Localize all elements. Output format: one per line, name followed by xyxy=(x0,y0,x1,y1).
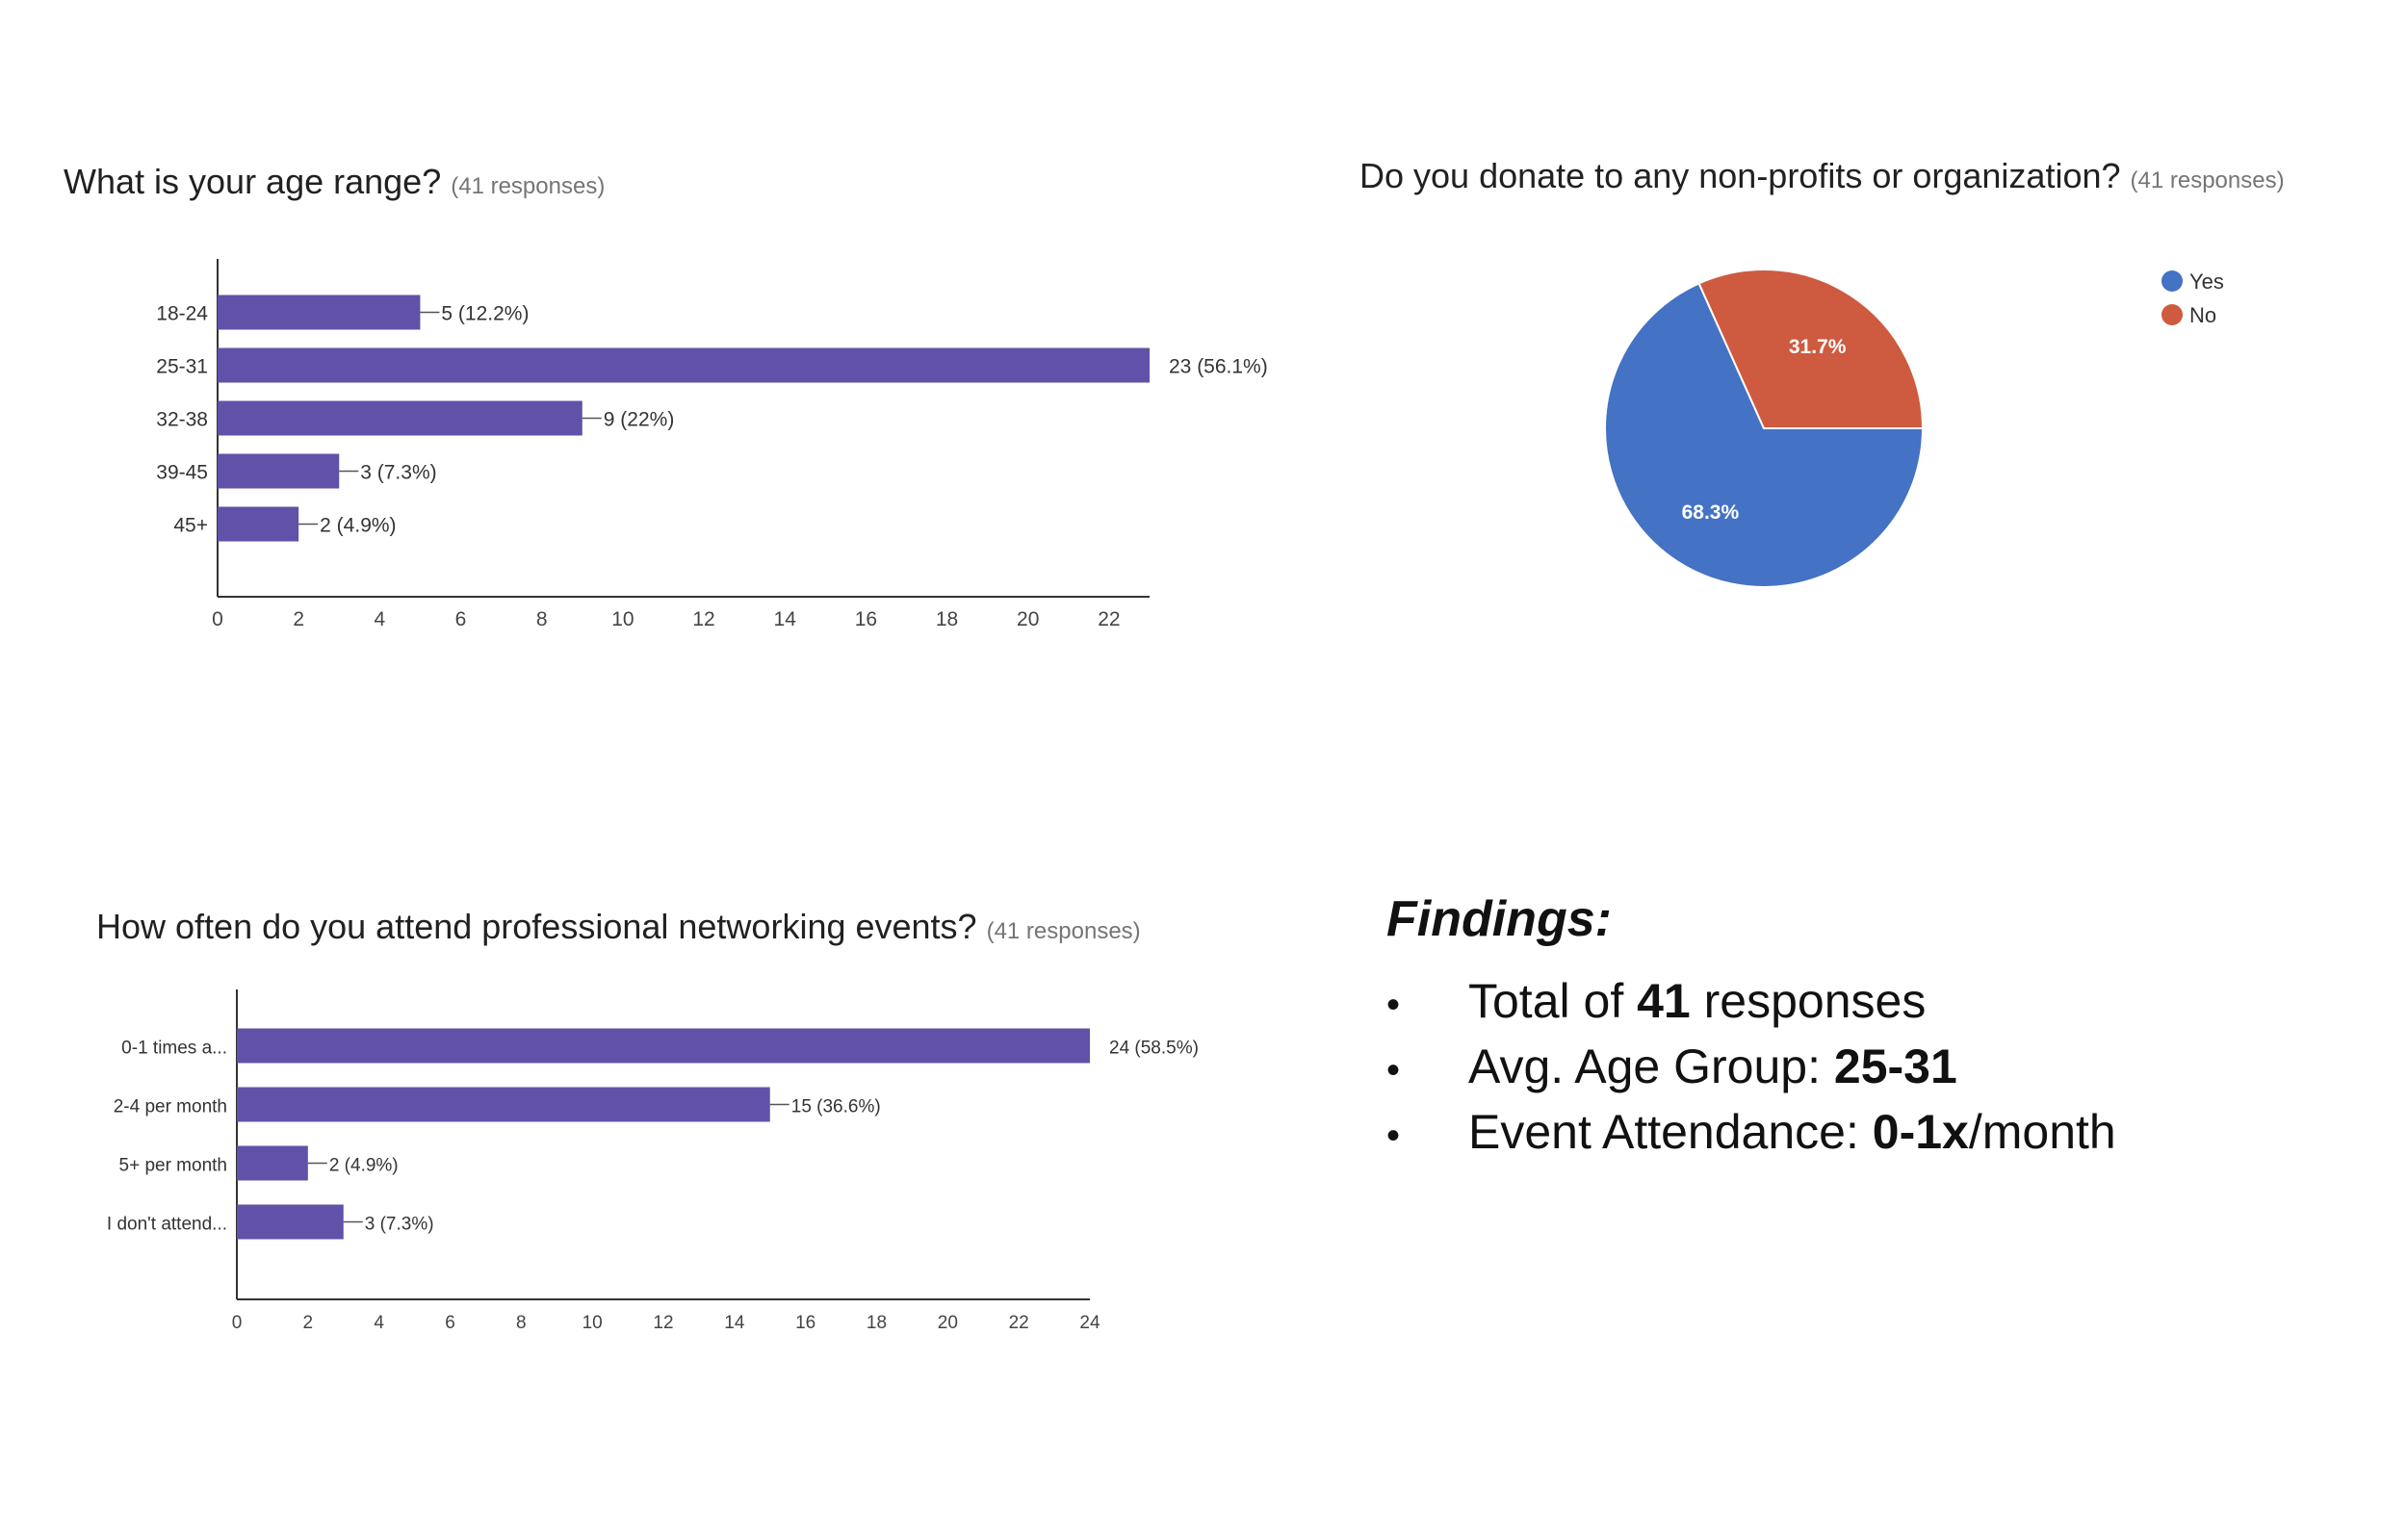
data-label: 5 (12.2%) xyxy=(441,303,529,325)
slice-label: 68.3% xyxy=(1682,501,1740,524)
legend-label: No xyxy=(2189,303,2216,327)
finding-text: Event Attendance: 0-1x/month xyxy=(1468,1104,2116,1160)
pie-slice xyxy=(1604,282,1925,588)
x-tick-label: 14 xyxy=(774,608,797,630)
legend-swatch xyxy=(2161,270,2183,292)
x-tick-label: 22 xyxy=(1098,608,1120,630)
finding-item: • Total of 41 responses xyxy=(1386,973,2349,1039)
category-label: 25-31 xyxy=(156,356,208,378)
bar xyxy=(237,1145,308,1181)
data-label: 3 (7.3%) xyxy=(365,1215,434,1235)
data-label: 23 (56.1%) xyxy=(1169,356,1268,378)
data-label: 9 (22%) xyxy=(604,409,675,431)
findings-section: Findings: • Total of 41 responses • Avg.… xyxy=(1386,890,2349,1169)
x-tick-label: 6 xyxy=(455,608,467,630)
x-tick-label: 0 xyxy=(212,608,223,630)
x-tick-label: 18 xyxy=(936,608,958,630)
data-label: 24 (58.5%) xyxy=(1109,1039,1199,1059)
legend-label: Yes xyxy=(2189,270,2224,294)
x-tick-label: 20 xyxy=(938,1313,958,1333)
networking-chart-title: How often do you attend professional net… xyxy=(96,907,1141,947)
donation-pie-chart: 68.3% 31.7% Yes No xyxy=(1604,269,2224,588)
age-range-panel: What is your age range? (41 responses) 18… xyxy=(0,0,1329,654)
networking-chart-subtitle: (41 responses) xyxy=(986,918,1141,944)
bar xyxy=(218,400,582,436)
bar xyxy=(218,295,421,330)
donation-panel: Do you donate to any non-profits or orga… xyxy=(1338,0,2407,654)
x-tick-label: 2 xyxy=(293,608,304,630)
pie-slice xyxy=(1697,269,1925,429)
category-label: 5+ per month xyxy=(119,1156,228,1176)
age-range-bar-chart: 18-24 5 (12.2%) 25-31 23 (56.1%) 32-38 9 (22%… xyxy=(156,259,1268,630)
x-tick-label: 24 xyxy=(1079,1313,1100,1333)
finding-pre: Total of xyxy=(1468,974,1638,1028)
category-label: I don't attend... xyxy=(107,1215,227,1235)
category-label: 45+ xyxy=(173,515,208,537)
x-tick-label: 6 xyxy=(445,1313,455,1333)
x-tick-label: 10 xyxy=(582,1313,603,1333)
category-label: 32-38 xyxy=(156,409,208,431)
finding-text: Avg. Age Group: 25-31 xyxy=(1468,1039,1957,1094)
bullet: • xyxy=(1386,984,1401,1026)
x-tick-label: 20 xyxy=(1017,608,1039,630)
bar xyxy=(218,453,340,489)
donation-chart-title-text: Do you donate to any non-profits or orga… xyxy=(1359,156,2121,195)
x-tick-label: 18 xyxy=(867,1313,887,1333)
legend-swatch xyxy=(2161,304,2183,325)
finding-bold: 0-1x xyxy=(1872,1105,1969,1159)
finding-post: /month xyxy=(1968,1105,2116,1159)
category-label: 39-45 xyxy=(156,462,208,484)
x-tick-label: 10 xyxy=(611,608,634,630)
category-label: 0-1 times a... xyxy=(121,1039,227,1059)
bullet: • xyxy=(1386,1049,1401,1091)
data-label: 2 (4.9%) xyxy=(320,515,396,537)
age-chart-title-text: What is your age range? xyxy=(64,162,442,201)
networking-bar-chart: 0-1 times a... 24 (58.5%) 2-4 per month 15 … xyxy=(107,989,1199,1333)
networking-panel: How often do you attend professional net… xyxy=(0,866,1329,1367)
x-tick-label: 12 xyxy=(692,608,714,630)
finding-bold: 25-31 xyxy=(1833,1040,1957,1093)
data-label: 3 (7.3%) xyxy=(360,462,436,484)
bullet: • xyxy=(1386,1115,1401,1157)
data-label: 15 (36.6%) xyxy=(791,1097,881,1117)
data-label: 2 (4.9%) xyxy=(329,1156,399,1176)
x-tick-label: 4 xyxy=(375,608,386,630)
age-chart-title: What is your age range? (41 responses) xyxy=(64,162,605,202)
finding-text: Total of 41 responses xyxy=(1468,973,1926,1029)
bar xyxy=(218,347,1150,383)
x-tick-label: 16 xyxy=(795,1313,815,1333)
x-tick-label: 16 xyxy=(855,608,877,630)
category-label: 2-4 per month xyxy=(114,1097,227,1117)
x-tick-label: 0 xyxy=(232,1313,243,1333)
finding-item: • Event Attendance: 0-1x/month xyxy=(1386,1104,2349,1169)
networking-chart-title-text: How often do you attend professional net… xyxy=(96,907,977,946)
bar xyxy=(218,506,299,542)
x-tick-label: 8 xyxy=(536,608,548,630)
donation-chart-title: Do you donate to any non-profits or orga… xyxy=(1359,156,2285,196)
category-label: 18-24 xyxy=(156,303,208,325)
finding-pre: Event Attendance: xyxy=(1468,1105,1873,1159)
x-tick-label: 12 xyxy=(653,1313,673,1333)
x-tick-label: 4 xyxy=(374,1313,384,1333)
bar xyxy=(237,1028,1090,1064)
finding-item: • Avg. Age Group: 25-31 xyxy=(1386,1039,2349,1104)
age-chart-subtitle: (41 responses) xyxy=(451,173,606,199)
finding-bold: 41 xyxy=(1637,974,1691,1028)
finding-post: responses xyxy=(1690,974,1927,1028)
finding-pre: Avg. Age Group: xyxy=(1468,1040,1834,1093)
bar xyxy=(237,1087,770,1122)
x-tick-label: 14 xyxy=(724,1313,745,1333)
bar xyxy=(237,1204,344,1240)
x-tick-label: 8 xyxy=(516,1313,527,1333)
x-tick-label: 22 xyxy=(1009,1313,1029,1333)
x-tick-label: 2 xyxy=(303,1313,314,1333)
slice-label: 31.7% xyxy=(1789,336,1847,358)
findings-title: Findings: xyxy=(1386,891,1612,947)
donation-chart-subtitle: (41 responses) xyxy=(2130,167,2285,193)
